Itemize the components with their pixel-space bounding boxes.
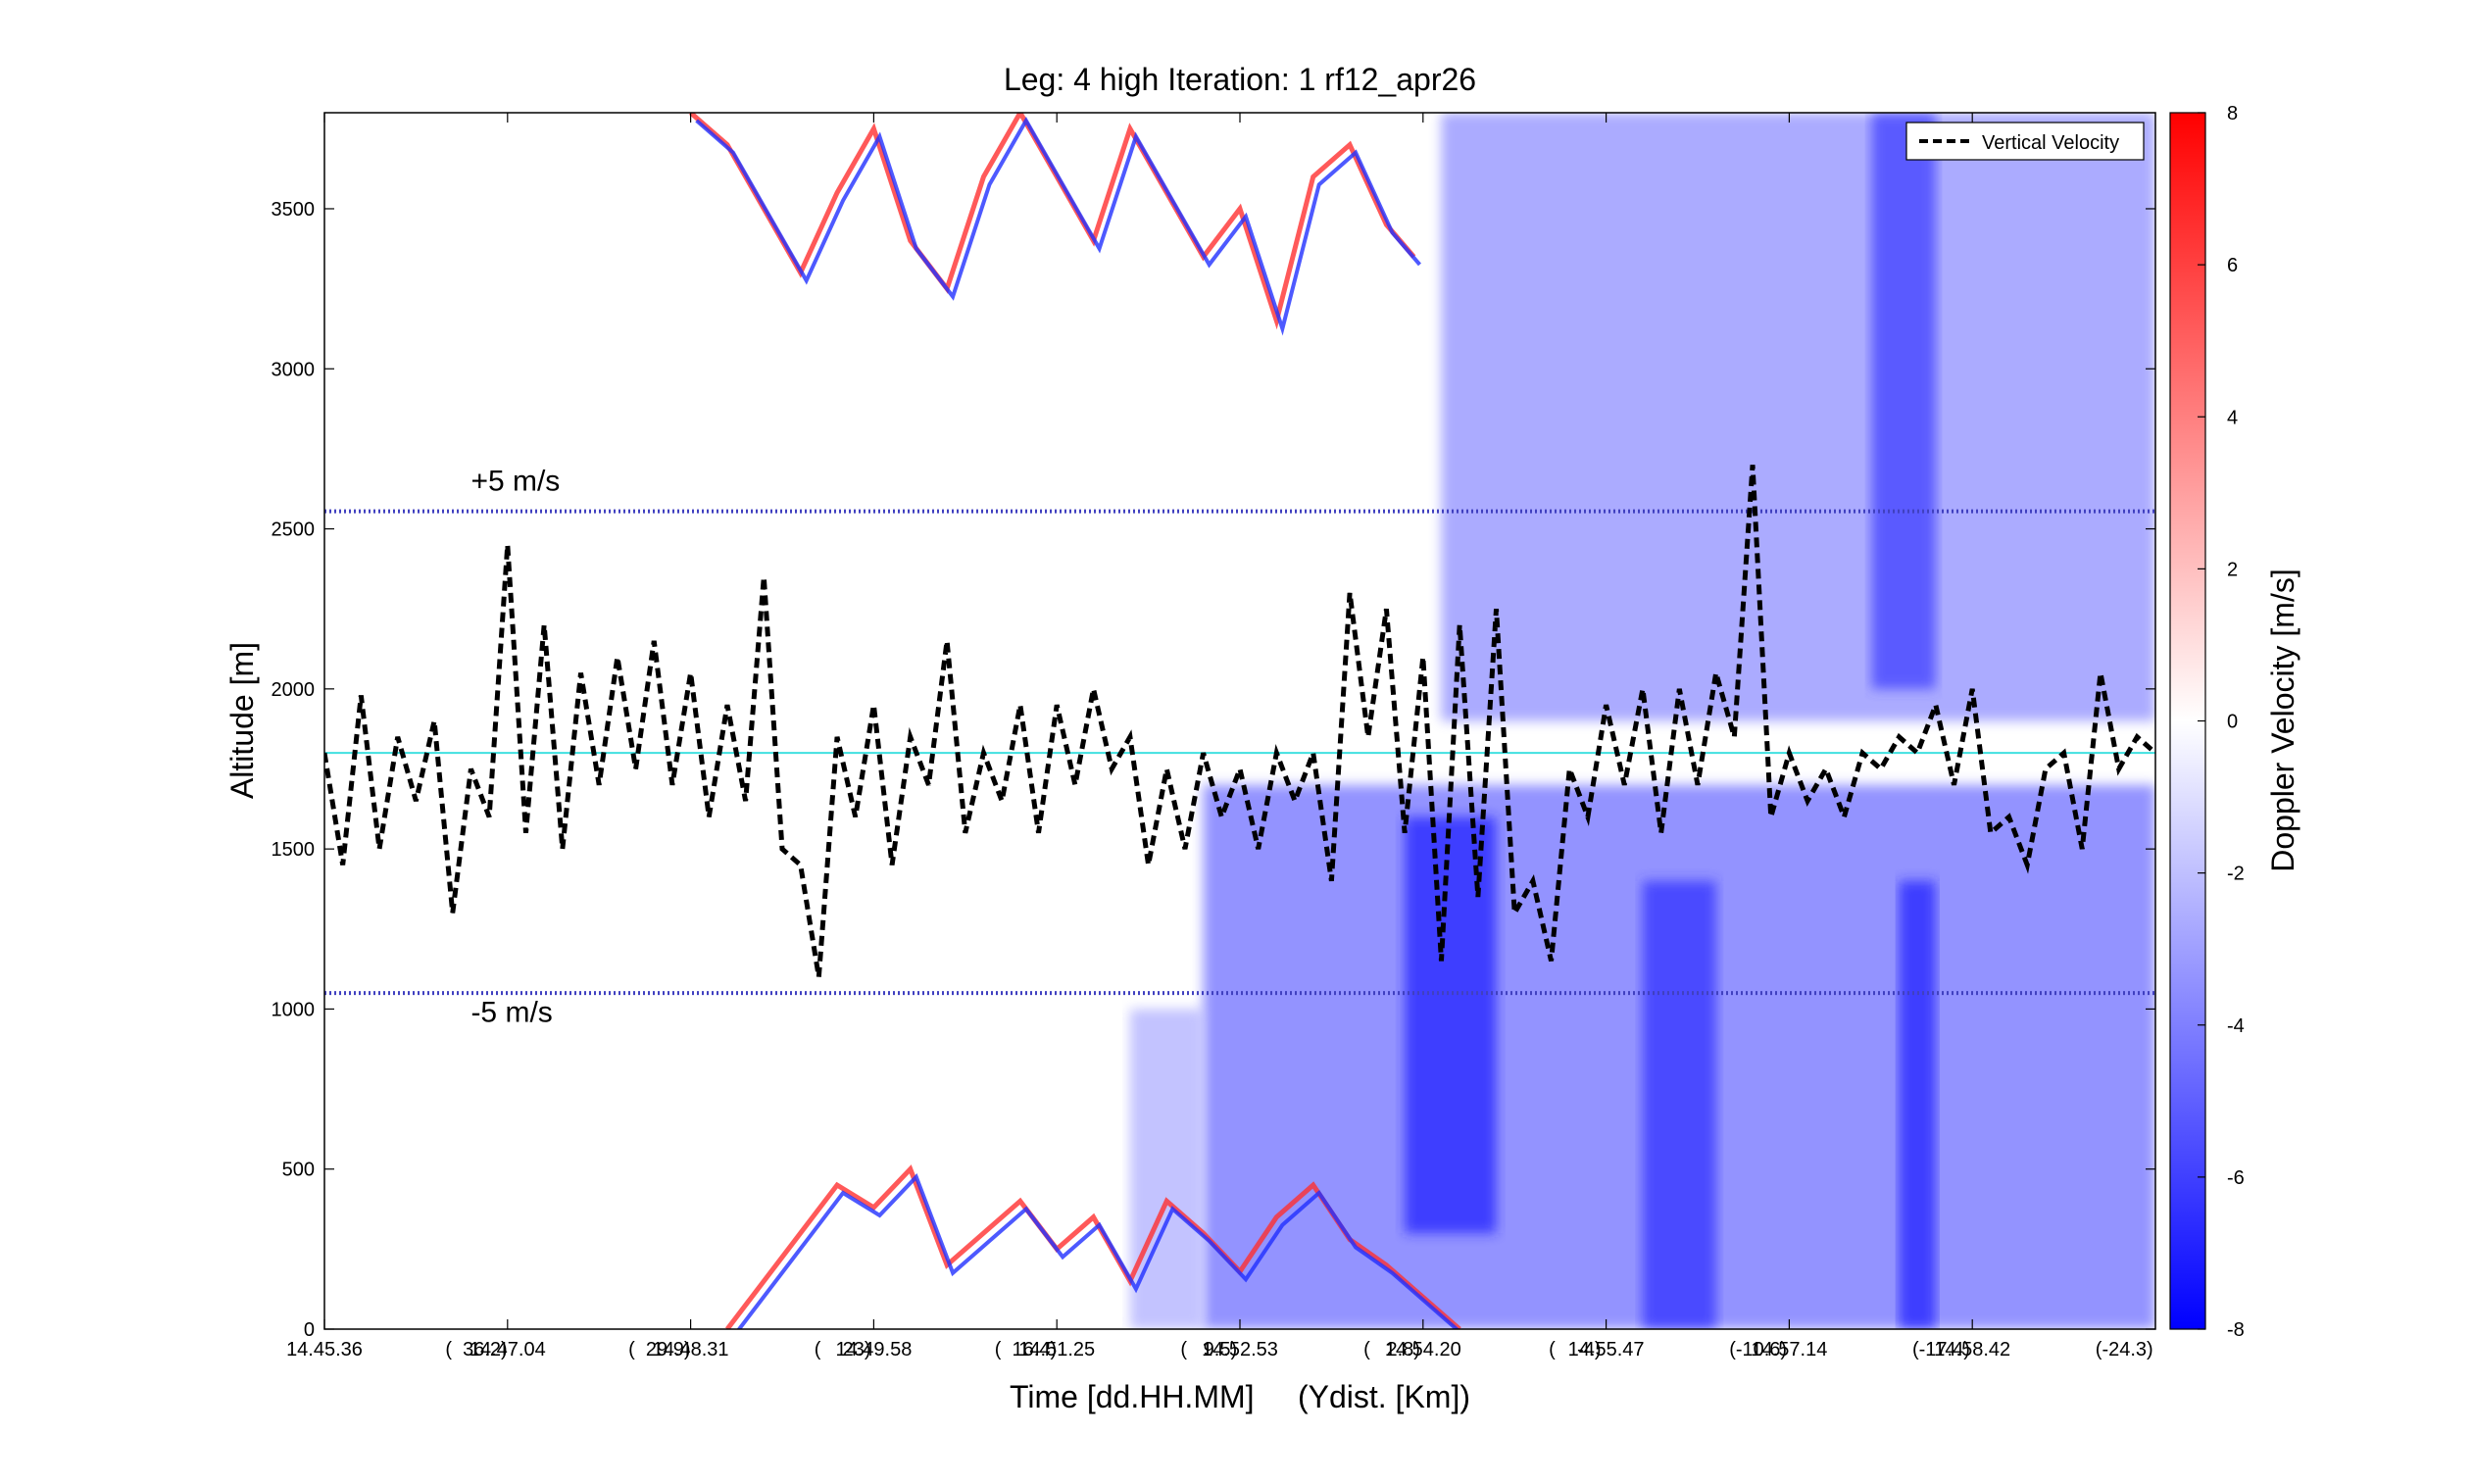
x-tick-label: 14.55.47 xyxy=(1568,1339,1645,1360)
colorbar-tick-label: 2 xyxy=(2227,559,2238,580)
y-tick-label: 1000 xyxy=(272,999,316,1020)
x-tick-label: (-10.6) xyxy=(1729,1339,1787,1360)
colorbar-tick-label: -8 xyxy=(2227,1319,2245,1341)
x-tick-label: 14.58.42 xyxy=(1934,1339,2010,1360)
colorbar-tick-label: 8 xyxy=(2227,103,2238,124)
velocity-region-0 xyxy=(1441,113,2155,721)
legend-entry-vertical-velocity: Vertical Velocity xyxy=(1982,132,2119,154)
x-tick-label: ( -4) xyxy=(1549,1339,1601,1360)
y-tick-label: 3500 xyxy=(272,199,316,221)
x-tick-label: 14.48.31 xyxy=(653,1339,729,1360)
x-tick-label: 14.57.14 xyxy=(1751,1339,1827,1360)
chart-title: Leg: 4 high Iteration: 1 rf12_apr26 xyxy=(1004,62,1476,97)
x-axis-ticks: 14.45.36 ( 36.2)14.47.04 ( 29.9)14.48.31 ( … xyxy=(286,113,2153,1360)
x-tick-label: (-17.4) xyxy=(1912,1339,1970,1360)
y-tick-label: 2500 xyxy=(272,519,316,541)
echo-band-blue-0 xyxy=(695,116,1421,336)
y-tick-label: 3000 xyxy=(272,359,316,380)
y-tick-label: 2000 xyxy=(272,679,316,701)
x-tick-label: 14.54.20 xyxy=(1385,1339,1461,1360)
colorbar-tick-label: -4 xyxy=(2227,1015,2245,1037)
y-axis-label: Altitude [m] xyxy=(224,642,260,799)
x-tick-label: (-24.3) xyxy=(2096,1339,2153,1360)
series-vertical-velocity xyxy=(324,465,2155,978)
colorbar-tick-label: 0 xyxy=(2227,712,2238,733)
x-tick-label: ( 36.2) xyxy=(445,1339,507,1360)
velocity-region-3 xyxy=(1405,816,1497,1234)
echo-band-blue-1 xyxy=(736,1173,1460,1329)
colorbar-tick-label: -2 xyxy=(2227,864,2245,885)
x-tick-label: 14.51.25 xyxy=(1018,1339,1095,1360)
colorbar-tick-label: -6 xyxy=(2227,1167,2245,1189)
x-tick-label: ( 29.9) xyxy=(628,1339,690,1360)
x-tick-label: 14.47.04 xyxy=(470,1339,546,1360)
colorbar-tick-label: 6 xyxy=(2227,255,2238,276)
y-tick-label: 500 xyxy=(282,1160,315,1181)
legend-box xyxy=(1905,122,2145,161)
radar-echo-bands xyxy=(688,113,1461,1329)
legend: Vertical Velocity xyxy=(1905,122,2145,161)
annotation-label: +5 m/s xyxy=(470,465,560,497)
velocity-region-4 xyxy=(1871,113,1936,689)
series-lines xyxy=(324,465,2155,996)
annotations: +5 m/s -5 m/s xyxy=(470,465,560,1028)
x-tick-label: ( 9.5) xyxy=(1180,1339,1237,1360)
colorbar-label: Doppler Velocity [m/s] xyxy=(2265,569,2300,871)
x-tick-label: 14.52.53 xyxy=(1202,1339,1278,1360)
x-tick-label: ( 23) xyxy=(815,1339,871,1360)
x-axis-label: Time [dd.HH.MM] (Ydist. [Km]) xyxy=(1010,1379,1470,1414)
colorbar-tick-label: 4 xyxy=(2227,407,2238,428)
y-tick-label: 0 xyxy=(304,1319,315,1341)
colorbar-ticks: -8 -6 -4 -2 0 2 4 6 8 xyxy=(2198,103,2245,1341)
doppler-velocity-field xyxy=(1129,113,2155,1329)
x-tick-label: ( 2.8) xyxy=(1363,1339,1420,1360)
velocity-region-5 xyxy=(1899,880,1936,1329)
y-tick-label: 1500 xyxy=(272,839,316,861)
x-tick-label: 14.49.58 xyxy=(835,1339,912,1360)
x-tick-label: ( 16.4) xyxy=(995,1339,1057,1360)
y-axis-ticks: 0 500 1000 1500 2000 2500 3000 3500 xyxy=(272,199,2155,1341)
velocity-region-6 xyxy=(1642,880,1716,1329)
annotation-label: -5 m/s xyxy=(470,996,552,1028)
x-tick-label: 14.45.36 xyxy=(286,1339,363,1360)
